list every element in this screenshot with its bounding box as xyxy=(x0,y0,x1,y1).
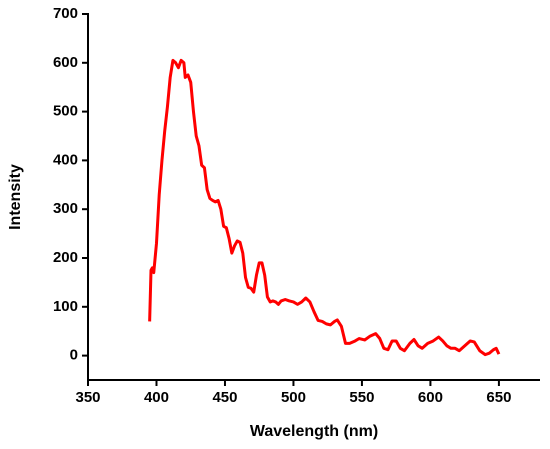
y-tick-label: 200 xyxy=(53,249,78,266)
y-tick-label: 0 xyxy=(70,347,78,364)
x-tick-label: 350 xyxy=(75,389,100,406)
y-tick-label: 700 xyxy=(53,5,78,22)
y-axis-title: Intensity xyxy=(7,164,24,230)
y-tick-label: 600 xyxy=(53,54,78,71)
y-tick-label: 300 xyxy=(53,200,78,217)
x-axis-title: Wavelength (nm) xyxy=(250,423,378,440)
y-tick-label: 500 xyxy=(53,103,78,120)
x-tick-label: 600 xyxy=(418,389,443,406)
x-tick-label: 400 xyxy=(144,389,169,406)
x-tick-label: 650 xyxy=(486,389,511,406)
y-tick-label: 400 xyxy=(53,151,78,168)
x-tick-label: 550 xyxy=(349,389,374,406)
x-tick-label: 500 xyxy=(281,389,306,406)
data-line xyxy=(148,58,501,357)
y-tick-label: 100 xyxy=(53,298,78,315)
x-tick-label: 450 xyxy=(212,389,237,406)
